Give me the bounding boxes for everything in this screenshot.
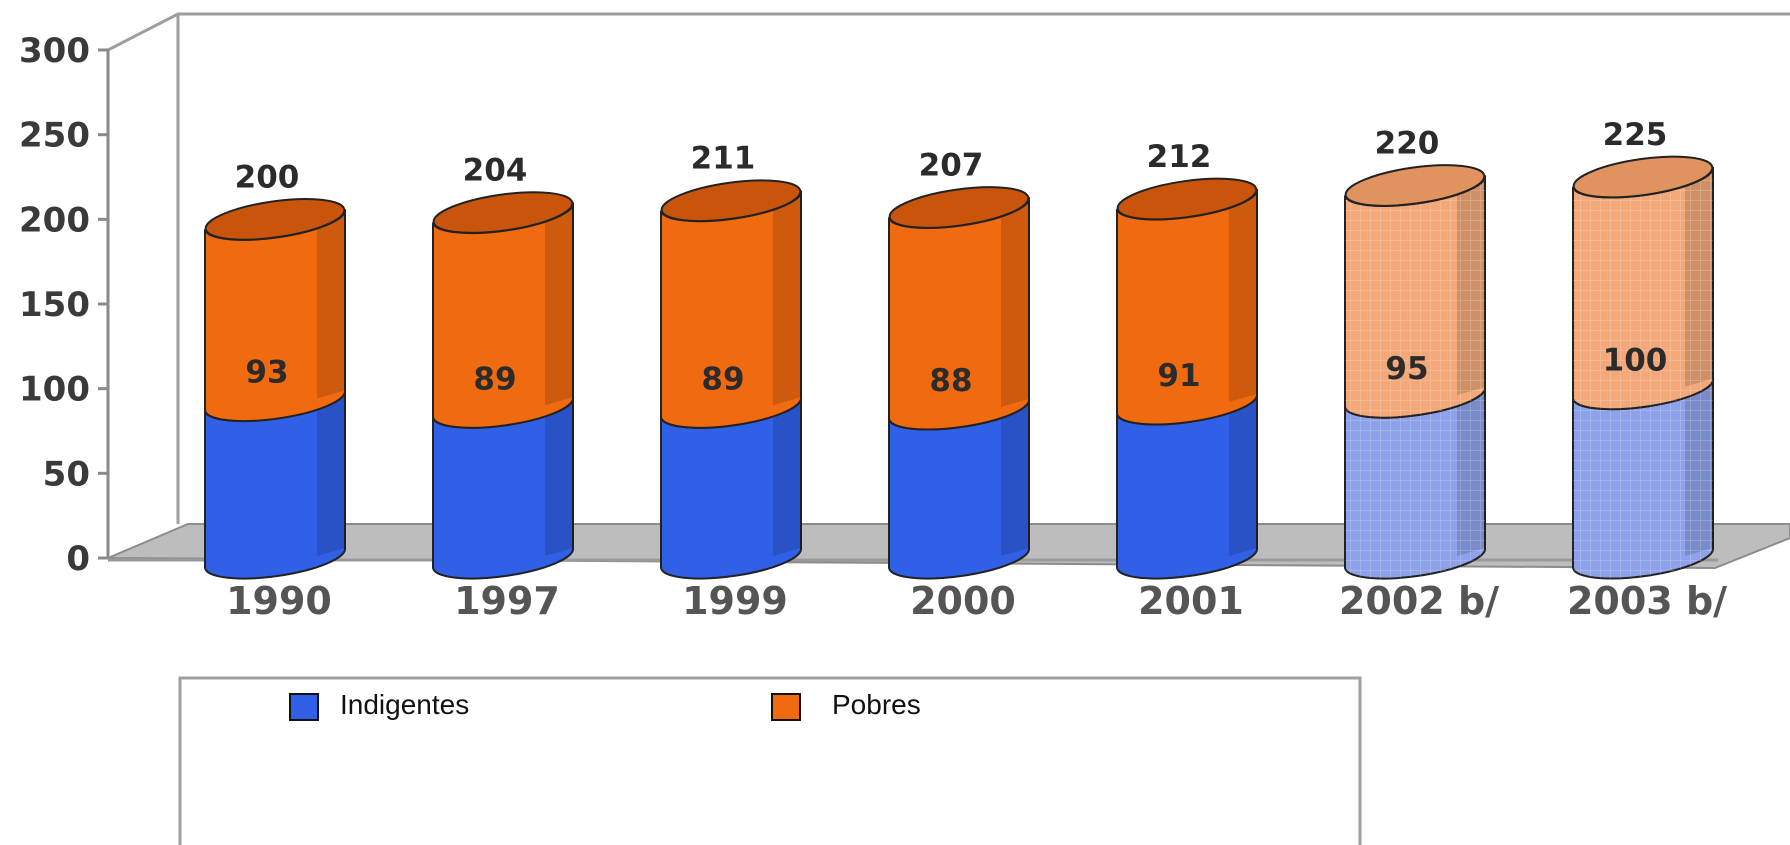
y-tick-label: 100 — [19, 370, 90, 410]
bar-pobres-3-shade — [1001, 197, 1029, 407]
total-label-1: 204 — [463, 153, 528, 189]
y-tick-label: 150 — [19, 285, 90, 325]
indigentes-label-3: 88 — [929, 363, 972, 399]
bar-pobres-0-shade — [317, 209, 345, 399]
bar-indigentes-2 — [660, 397, 803, 580]
bar-top-5 — [1344, 164, 1486, 207]
bar-pobres-3 — [888, 197, 1031, 431]
total-label-4: 212 — [1147, 139, 1212, 175]
indigentes-label-1: 89 — [473, 361, 516, 397]
x-tick-label-4: 2001 — [1138, 579, 1244, 623]
bar-pobres-4-shade — [1229, 189, 1257, 402]
bar-pobres-5 — [1344, 175, 1487, 419]
x-tick-label-0: 1990 — [226, 579, 332, 623]
bar-pobres-0 — [204, 209, 347, 423]
bar-top-1 — [432, 191, 574, 234]
bar-indigentes-1 — [432, 397, 575, 580]
bar-top-6 — [1572, 155, 1714, 199]
bar-indigentes-6 — [1572, 378, 1715, 580]
total-label-3: 207 — [919, 147, 984, 183]
x-tick-label-6: 2003 b/ — [1567, 579, 1727, 623]
x-tick-label-5: 2002 b/ — [1339, 579, 1499, 623]
total-label-0: 200 — [235, 159, 300, 195]
back-wall-top-edge — [107, 12, 1790, 52]
bar-pobres-6-grid-texture — [1573, 167, 1714, 410]
y-tick-label: 50 — [43, 454, 90, 494]
bar-indigentes-6-grid-texture — [1573, 378, 1714, 579]
legend-swatch-pobres — [771, 693, 801, 721]
bar-indigentes-4 — [1116, 393, 1259, 580]
indigentes-label-2: 89 — [701, 361, 744, 397]
legend-label-indigentes: Indigentes — [340, 689, 469, 720]
indigentes-label-6: 100 — [1603, 343, 1668, 379]
bar-indigentes-5 — [1344, 386, 1487, 580]
bar-indigentes-5-grid-texture — [1345, 387, 1486, 579]
legend-box — [178, 676, 1362, 845]
bar-pobres-2 — [660, 190, 803, 429]
y-tick-label: 300 — [19, 31, 90, 71]
bar-top-0 — [204, 198, 346, 241]
bar-indigentes-3 — [888, 398, 1031, 580]
total-label-5: 220 — [1375, 125, 1440, 161]
bar-pobres-6 — [1572, 166, 1715, 411]
x-tick-label-2: 1999 — [682, 579, 788, 623]
y-tick-label: 250 — [19, 116, 90, 156]
x-tick-label-3: 2000 — [910, 579, 1016, 623]
bar-indigentes-1-shade — [545, 397, 573, 556]
bar-indigentes-3-shade — [1001, 398, 1029, 556]
indigentes-label-0: 93 — [245, 355, 288, 391]
bar-pobres-1 — [432, 202, 575, 429]
bar-pobres-5-grid-texture — [1345, 175, 1486, 418]
bar-indigentes-4-shade — [1229, 393, 1257, 556]
legend-swatch-indigentes — [289, 693, 319, 721]
y-tick-label: 200 — [19, 200, 90, 240]
indigentes-label-4: 91 — [1157, 358, 1200, 394]
bar-top-4 — [1116, 177, 1258, 221]
total-label-6: 225 — [1603, 117, 1668, 153]
bar-pobres-4 — [1116, 188, 1259, 426]
x-tick-label-1: 1997 — [454, 579, 560, 623]
y-tick-label: 0 — [66, 539, 90, 579]
bar-pobres-1-shade — [545, 202, 573, 406]
legend-label-pobres: Pobres — [832, 689, 921, 720]
bar-indigentes-0-shade — [317, 390, 345, 556]
bar-top-3 — [888, 186, 1030, 229]
bar-indigentes-2-shade — [773, 397, 801, 556]
total-label-2: 211 — [691, 141, 756, 177]
bar-top-2 — [660, 179, 802, 223]
indigentes-label-5: 95 — [1385, 351, 1428, 387]
bar-pobres-2-shade — [773, 190, 801, 406]
